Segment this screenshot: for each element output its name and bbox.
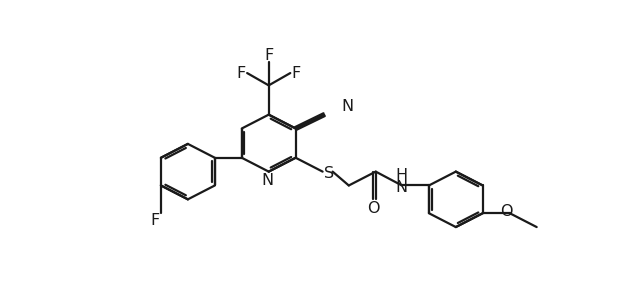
Text: F: F	[264, 48, 273, 63]
Text: O: O	[500, 204, 513, 219]
Text: N: N	[396, 180, 408, 195]
Text: H: H	[396, 168, 408, 183]
Text: F: F	[236, 66, 246, 81]
Text: N: N	[261, 173, 273, 188]
Text: F: F	[150, 213, 159, 228]
Text: S: S	[324, 166, 334, 181]
Text: F: F	[292, 66, 301, 81]
Text: N: N	[341, 99, 353, 114]
Text: O: O	[367, 201, 380, 216]
